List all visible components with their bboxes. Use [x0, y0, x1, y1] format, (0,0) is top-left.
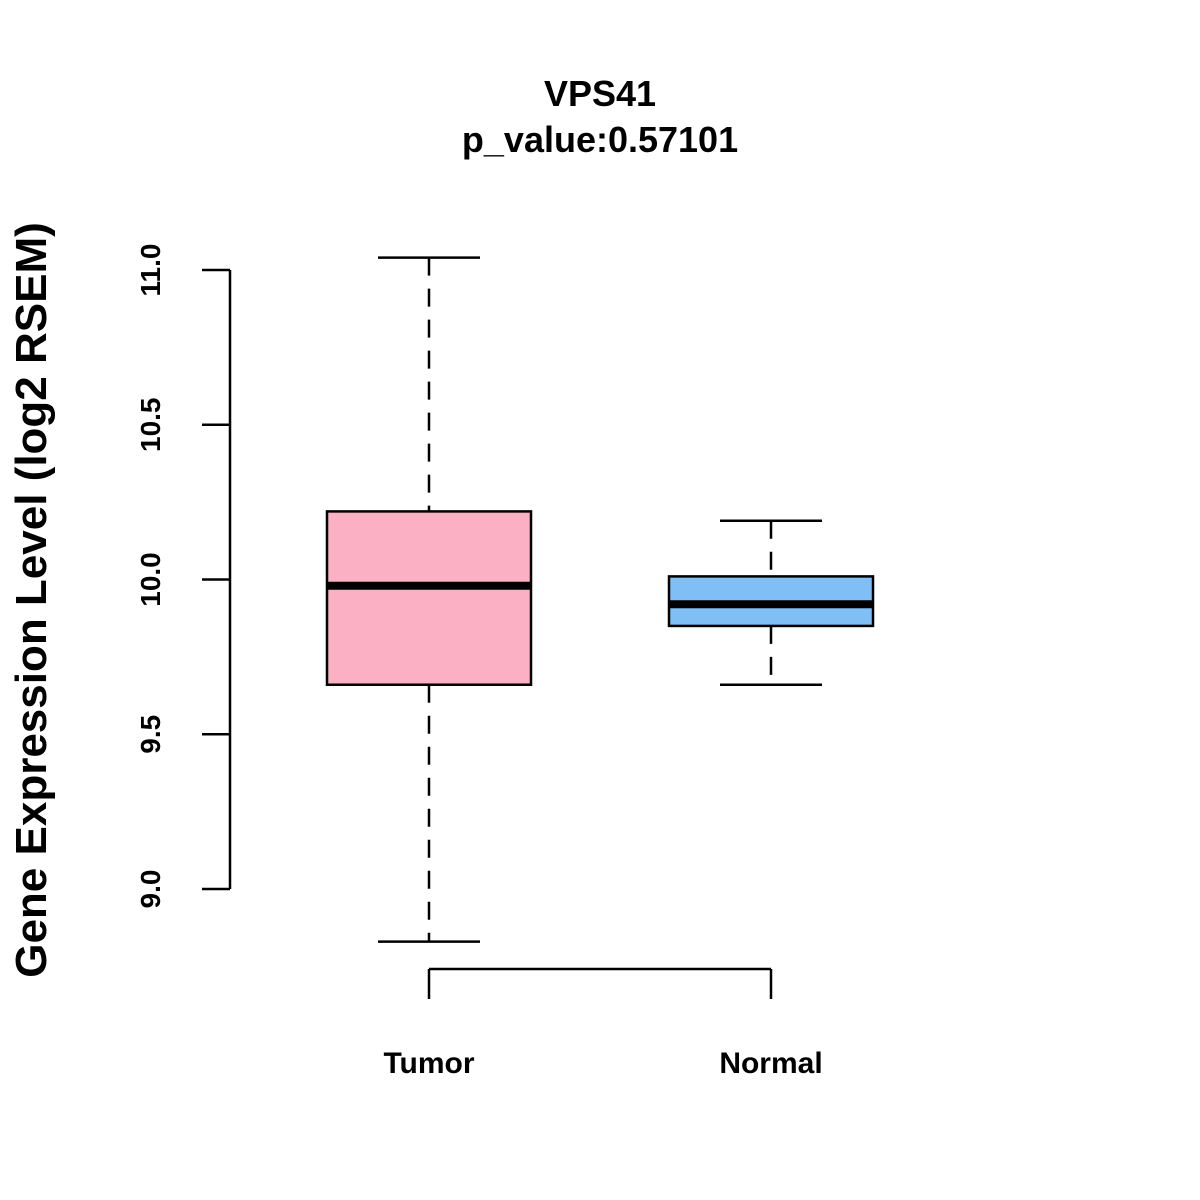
plot-marks	[325, 256, 875, 943]
x-tick-label: Normal	[719, 1047, 822, 1080]
y-tick-label: 9.5	[135, 715, 166, 754]
x-axis-labels: Tumor Normal	[383, 1047, 822, 1080]
y-tick-label: 10.0	[135, 552, 166, 607]
y-axis-label: Gene Expression Level (log2 RSEM)	[7, 222, 56, 978]
x-tick-label: Tumor	[383, 1047, 474, 1080]
box-tumor	[325, 256, 533, 943]
chart-subtitle: p_value:0.57101	[462, 119, 738, 160]
y-tick-label: 11.0	[135, 244, 166, 297]
y-tick-label: 9.0	[135, 870, 166, 909]
chart-title: VPS41	[544, 73, 656, 114]
x-axis-bracket	[427, 967, 773, 999]
box-iqr	[325, 510, 533, 686]
box-normal	[667, 519, 875, 686]
y-axis: 9.0 9.5 10.0 10.5 11.0	[135, 244, 232, 909]
y-tick-label: 10.5	[135, 398, 166, 453]
